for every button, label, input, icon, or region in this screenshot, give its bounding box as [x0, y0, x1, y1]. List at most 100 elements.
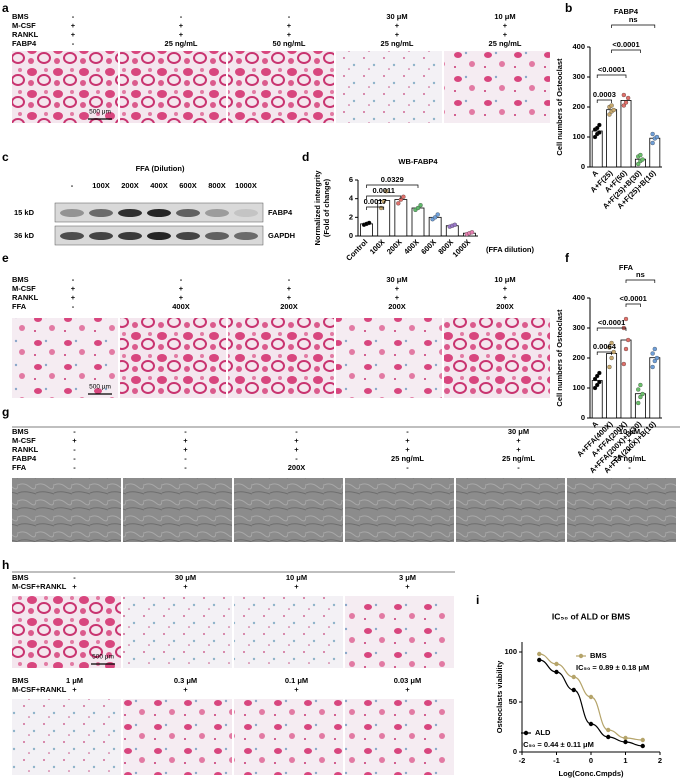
- panel-letter: b: [565, 1, 572, 15]
- cell: -: [73, 445, 76, 454]
- cell: +: [405, 436, 410, 445]
- x-tick-label: 0: [589, 756, 593, 765]
- cell: +: [179, 21, 184, 30]
- band: [176, 232, 200, 240]
- x-tick-label: 200X: [385, 237, 404, 256]
- cell: 0.03 μM: [394, 676, 422, 685]
- cell: -: [180, 275, 183, 284]
- x-tick-label: 400X: [402, 237, 421, 256]
- legend-label: BMS: [590, 651, 607, 660]
- data-point: [636, 400, 641, 406]
- significance-label: <0.0001: [612, 40, 639, 49]
- cell: +: [294, 445, 299, 454]
- cell: 0.1 μM: [285, 676, 308, 685]
- data-point: [595, 382, 600, 388]
- row-label: FABP4: [12, 454, 37, 463]
- data-point: [432, 215, 438, 220]
- data-point: [609, 103, 614, 108]
- data-point: [606, 734, 611, 740]
- bar: [411, 207, 425, 237]
- cell: +: [71, 21, 76, 30]
- micrograph: [336, 51, 442, 123]
- micrograph: [345, 699, 454, 775]
- cell: 25 ng/mL: [391, 454, 424, 463]
- band: [118, 232, 142, 240]
- micrograph: [234, 699, 343, 775]
- data-point: [623, 316, 629, 322]
- data-point: [537, 651, 542, 657]
- significance-bracket: [596, 327, 627, 331]
- data-point: [595, 373, 600, 379]
- data-point: [452, 222, 458, 227]
- band: [147, 232, 171, 240]
- y-axis-label: Normalized intergrity: [313, 170, 322, 246]
- cell: +: [516, 436, 521, 445]
- micrograph: [12, 699, 121, 775]
- y-tick-label: 100: [572, 383, 585, 392]
- cell: +: [71, 30, 76, 39]
- x-tick-label: -1: [553, 756, 560, 765]
- cell: +: [405, 685, 410, 694]
- data-point: [611, 107, 616, 113]
- row-label: RANKL: [12, 445, 39, 454]
- panel-letter: c: [2, 150, 9, 164]
- cell: -: [288, 275, 291, 284]
- cell: 10 μM: [494, 12, 515, 21]
- row-label: BMS: [12, 275, 29, 284]
- cell: -: [517, 463, 520, 472]
- row-label: M-CSF: [12, 21, 36, 30]
- band: [234, 232, 258, 240]
- y-tick-label: 6: [349, 175, 353, 184]
- significance-label: 0.0011: [372, 186, 395, 195]
- data-point: [597, 122, 602, 128]
- band: [147, 209, 171, 217]
- micrograph: [345, 478, 454, 542]
- lane-label: 600X: [179, 181, 197, 190]
- x-axis-label: (FFA dilution): [486, 245, 535, 254]
- chart-title: IC₅₀ of ALD or BMS: [552, 611, 631, 621]
- data-point: [652, 358, 657, 364]
- data-point: [638, 152, 643, 158]
- lane-label: -: [71, 181, 74, 190]
- data-point: [638, 394, 643, 400]
- data-point: [381, 199, 386, 204]
- data-point: [623, 739, 628, 745]
- cell: 200X: [496, 302, 514, 311]
- cell: 1 μM: [66, 676, 83, 685]
- y-tick-label: 0: [581, 162, 585, 171]
- cell: +: [72, 685, 77, 694]
- cell: +: [627, 436, 632, 445]
- micrograph: [123, 596, 232, 668]
- cell: +: [179, 284, 184, 293]
- cell: 400X: [172, 302, 190, 311]
- row-label: RANKL: [12, 30, 39, 39]
- row-label: BMS: [12, 427, 29, 436]
- cell: +: [503, 284, 508, 293]
- x-axis-label: Log(Conc.Cmpds): [559, 769, 624, 778]
- cell: +: [395, 284, 400, 293]
- data-point: [597, 130, 602, 135]
- y-tick-label: 0: [349, 231, 353, 240]
- micrograph: [228, 51, 334, 123]
- panel-letter: f: [565, 251, 570, 265]
- row-label: M-CSF: [12, 436, 36, 445]
- data-point: [571, 687, 576, 693]
- cell: 10 μM: [619, 427, 640, 436]
- cell: -: [295, 427, 298, 436]
- bar: [394, 199, 408, 237]
- data-point: [537, 657, 542, 663]
- bar: [591, 380, 603, 419]
- cell: +: [179, 30, 184, 39]
- cell: 10 μM: [286, 573, 307, 582]
- row-label: FFA: [12, 463, 27, 472]
- bar: [591, 130, 603, 168]
- cell: 25 ng/mL: [165, 39, 198, 48]
- data-point: [623, 100, 629, 105]
- y-tick-label: 2: [349, 212, 353, 221]
- micrograph: [123, 699, 232, 775]
- micrograph: [456, 478, 565, 542]
- data-point: [384, 189, 389, 194]
- significance-bracket: [596, 99, 612, 103]
- cell: +: [294, 436, 299, 445]
- ic50-label: IC₅₀ = 0.44 ± 0.11 μM: [521, 740, 594, 749]
